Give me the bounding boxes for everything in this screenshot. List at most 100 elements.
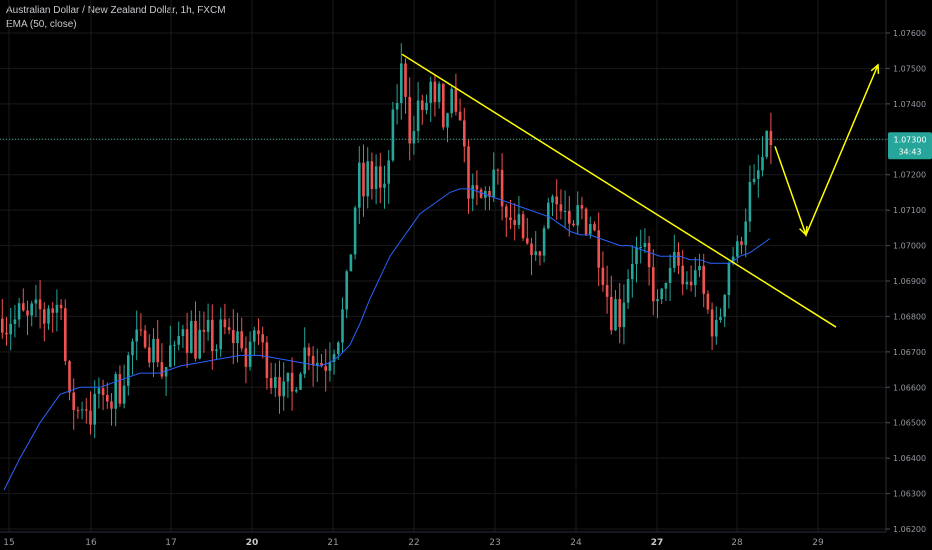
time-axis[interactable]: 15 16 17 20 21 22 23 24 27 28 29 — [3, 538, 824, 548]
candle — [668, 254, 672, 302]
candle — [240, 317, 243, 352]
candle — [13, 304, 17, 338]
candle — [593, 221, 596, 232]
candle — [383, 165, 386, 209]
price-tick-label: 1.06900 — [893, 277, 926, 286]
candle — [101, 379, 105, 411]
candle — [286, 372, 290, 398]
candle — [135, 310, 138, 361]
candle — [253, 326, 256, 356]
arrowhead — [799, 225, 808, 237]
candle — [127, 352, 130, 396]
candle — [64, 299, 67, 366]
candle — [521, 210, 525, 241]
time-tick-label: 20 — [246, 538, 259, 548]
symbol-title: Australian Dollar / New Zealand Dollar, … — [6, 5, 226, 16]
candle — [219, 307, 222, 357]
candle — [34, 284, 38, 318]
candle — [618, 283, 621, 344]
projection-arrowheads — [799, 63, 880, 237]
candle — [114, 371, 117, 427]
candle — [530, 237, 533, 276]
candle — [160, 343, 164, 380]
candle — [223, 303, 227, 335]
candle — [198, 310, 201, 360]
candle — [324, 348, 327, 392]
candle — [181, 324, 185, 349]
candle — [51, 302, 54, 333]
projection-arrow-path[interactable] — [774, 64, 879, 237]
candle — [723, 293, 726, 327]
candle — [311, 346, 315, 387]
time-tick-label: 23 — [489, 538, 500, 548]
candle — [156, 320, 159, 368]
candle — [148, 334, 151, 368]
candle — [366, 147, 369, 209]
candle — [509, 199, 512, 230]
candle — [215, 344, 218, 360]
candle — [307, 343, 311, 371]
candle — [164, 366, 168, 396]
price-badge-value: 1.07300 — [893, 135, 926, 144]
candle — [694, 257, 697, 297]
candle — [358, 146, 361, 224]
candle — [513, 203, 516, 241]
candle — [555, 179, 558, 220]
time-tick-label: 29 — [812, 538, 824, 548]
candle — [580, 196, 584, 220]
candle — [332, 349, 336, 375]
candle — [614, 290, 617, 331]
candle — [370, 152, 374, 200]
candle — [677, 242, 680, 274]
candle — [89, 391, 92, 435]
candle — [719, 308, 722, 323]
candle — [206, 303, 210, 341]
candle — [652, 249, 655, 316]
price-tick-label: 1.07500 — [893, 64, 926, 73]
candle — [173, 340, 176, 366]
price-tick-label: 1.06600 — [893, 383, 926, 392]
price-badge-countdown: 34:43 — [898, 147, 921, 156]
candle — [185, 312, 189, 368]
trendline[interactable] — [401, 53, 837, 328]
candle — [227, 318, 231, 335]
candle — [429, 76, 432, 123]
candle — [152, 328, 155, 378]
candle — [488, 186, 491, 211]
candle — [139, 313, 143, 337]
candle — [17, 298, 21, 328]
price-tick-label: 1.06400 — [893, 454, 926, 463]
candle — [202, 311, 206, 353]
candle — [715, 306, 718, 345]
candle — [710, 302, 714, 350]
candle — [55, 289, 59, 332]
candle — [349, 254, 353, 272]
candle — [559, 189, 563, 220]
candle — [538, 250, 542, 266]
candle — [68, 359, 71, 401]
candle — [568, 195, 571, 237]
candle — [454, 73, 458, 116]
candle — [374, 154, 378, 205]
candle — [299, 372, 302, 390]
candle — [387, 149, 390, 205]
candle — [118, 365, 122, 407]
candle — [442, 83, 445, 131]
price-tick-label: 1.06500 — [893, 419, 926, 428]
time-tick-label: 28 — [731, 538, 743, 548]
chart-legend: Australian Dollar / New Zealand Dollar, … — [6, 4, 226, 32]
candle — [412, 115, 416, 155]
candle — [177, 321, 180, 351]
candle — [547, 197, 550, 230]
candle — [727, 261, 731, 309]
candle — [345, 269, 348, 319]
candle — [194, 301, 197, 362]
candle — [30, 300, 33, 327]
price-axis[interactable]: 1.06200 1.06300 1.06400 1.06500 1.06600 1.067… — [886, 29, 926, 534]
candle — [656, 289, 659, 319]
candle — [303, 327, 306, 379]
candle — [698, 253, 701, 277]
candle — [47, 305, 50, 330]
arrowhead — [870, 63, 880, 74]
